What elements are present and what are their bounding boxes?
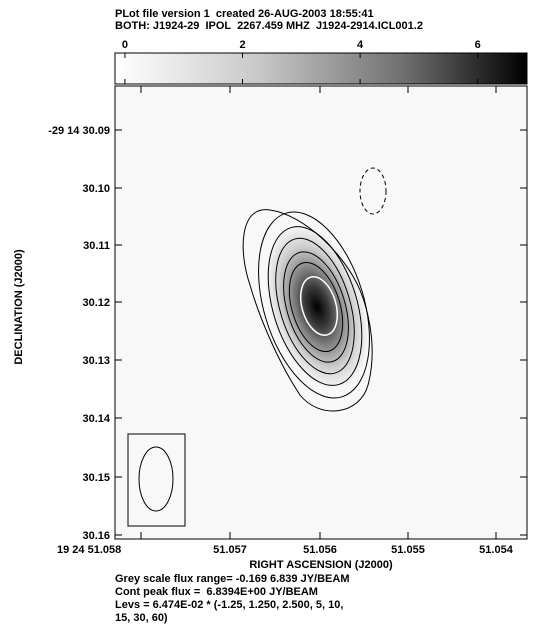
- x-tick-label: 51.054: [479, 544, 514, 556]
- y-tick-label: 30.16: [82, 530, 110, 542]
- x-axis-ticks: 19 24 51.058 51.057 51.056 51.055 51.054: [57, 86, 514, 556]
- footer-flux-range: Grey scale flux range= -0.169 6.839 JY/B…: [115, 573, 350, 585]
- colorbar: [114, 52, 528, 85]
- colorbar-ticks: 0 2 4 6: [122, 39, 481, 84]
- colorbar-tick-label: 2: [239, 39, 245, 51]
- plot-header-line1: PLot file version 1 created 26-AUG-2003 …: [115, 8, 374, 20]
- y-tick-label: 30.15: [82, 472, 110, 484]
- colorbar-tick-label: 4: [357, 39, 364, 51]
- x-tick-label: 51.056: [303, 544, 337, 556]
- contour-level-1: [242, 209, 373, 412]
- y-axis-ticks: -29 14 30.09 30.10 30.11 30.12 30.13 30.14 30.…: [48, 125, 527, 542]
- beam-ellipse: [138, 446, 174, 512]
- contour-peak: [299, 276, 339, 336]
- footer-levels: Levs = 6.474E-02 * (-1.25, 1.250, 2.500,…: [115, 599, 344, 611]
- x-tick-label: 51.057: [213, 544, 247, 556]
- contour-level-6: [288, 261, 344, 353]
- y-tick-label: 30.10: [82, 183, 110, 195]
- x-tick-label: 19 24 51.058: [57, 544, 121, 556]
- y-tick-label: 30.11: [83, 240, 110, 252]
- contour-level-3: [267, 226, 363, 386]
- x-axis-label: RIGHT ASCENSION (J2000): [249, 559, 393, 571]
- y-tick-label: -29 14 30.09: [48, 125, 110, 137]
- plot-header-line2: BOTH: J1924-29 IPOL 2267.459 MHZ J1924-2…: [115, 20, 423, 32]
- y-tick-label: 30.12: [82, 297, 110, 309]
- contour-level-5: [283, 251, 349, 363]
- source-grey-image: [266, 225, 368, 389]
- contour-level-4: [275, 237, 355, 375]
- colorbar-tick-label: 0: [122, 39, 128, 51]
- y-tick-label: 30.14: [82, 413, 110, 425]
- beam-box: [127, 433, 186, 527]
- y-tick-label: 30.13: [82, 355, 110, 367]
- colorbar-tick-label: 6: [475, 39, 481, 51]
- contour-negative: [359, 167, 387, 215]
- contour-level-2: [258, 211, 370, 399]
- y-axis-label: DECLINATION (J2000): [13, 249, 25, 365]
- contour-levels: [242, 209, 373, 412]
- footer-levels-cont: 15, 30, 60): [115, 612, 168, 624]
- footer-peak-flux: Cont peak flux = 6.8394E+00 JY/BEAM: [115, 586, 318, 598]
- x-tick-label: 51.055: [391, 544, 425, 556]
